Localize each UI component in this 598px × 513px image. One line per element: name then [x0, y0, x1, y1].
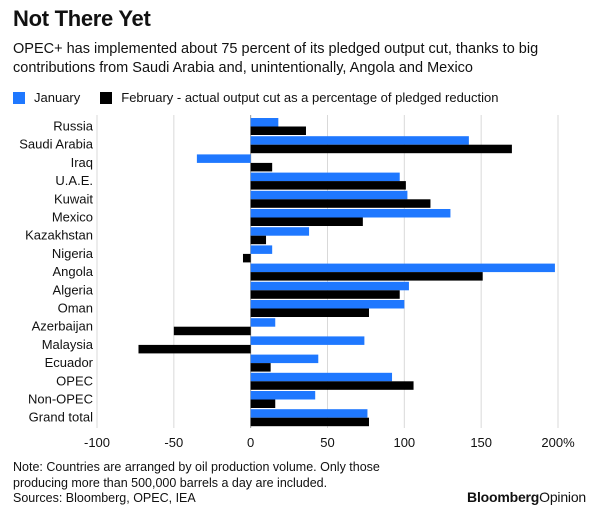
bar-mexico-january — [250, 209, 451, 218]
category-label-nigeria: Nigeria — [52, 246, 94, 261]
bar-kuwait-february — [250, 199, 431, 208]
category-label-non-opec: Non-OPEC — [28, 392, 93, 407]
category-label-iraq: Iraq — [71, 155, 93, 170]
x-tick-label: 0 — [247, 435, 254, 450]
bar-u-a-e-february — [250, 181, 406, 190]
bar-angola-january — [250, 263, 555, 273]
bar-kuwait-january — [250, 190, 408, 200]
note-line-1: Note: Countries are arranged by oil prod… — [13, 460, 380, 474]
bar-kazakhstan-february — [250, 235, 267, 245]
category-label-kuwait: Kuwait — [54, 191, 93, 206]
x-tick-label: -100 — [84, 435, 110, 450]
bar-non-opec-january — [250, 391, 316, 400]
legend-swatch-january — [13, 91, 25, 104]
bar-angola-february — [250, 272, 483, 281]
bar-russia-january — [250, 118, 279, 127]
bar-saudi-arabia-january — [250, 136, 469, 145]
chart-subtitle: OPEC+ has implemented about 75 percent o… — [13, 41, 539, 76]
bar-saudi-arabia-february — [250, 144, 512, 154]
bar-non-opec-february — [250, 399, 276, 408]
category-label-ecuador: Ecuador — [45, 355, 94, 370]
brand-logo: BloombergOpinion — [467, 489, 586, 505]
bar-russia-february — [250, 126, 306, 135]
sources-line: Sources: Bloomberg, OPEC, IEA — [13, 491, 196, 505]
category-label-azerbaijan: Azerbaijan — [32, 319, 93, 334]
category-label-saudi-arabia: Saudi Arabia — [19, 137, 93, 152]
bar-oman-february — [250, 308, 369, 317]
category-label-oman: Oman — [58, 301, 93, 316]
category-label-mexico: Mexico — [52, 210, 93, 225]
bar-kazakhstan-january — [250, 227, 310, 236]
bar-ecuador-january — [250, 354, 319, 364]
chart-title: Not There Yet — [13, 6, 151, 31]
bar-nigeria-february — [242, 253, 251, 263]
bar-chart: -100 -50 0 50 100 150 200% Russia Saudi Arabia Ir… — [19, 115, 575, 450]
category-label-algeria: Algeria — [53, 282, 94, 297]
bar-iraq-february — [250, 162, 273, 172]
bar-ecuador-february — [250, 363, 271, 372]
bar-azerbaijan-january — [250, 318, 276, 327]
bar-nigeria-january — [250, 245, 273, 254]
bar-opec-january — [250, 372, 393, 382]
legend-item-january: January — [13, 90, 80, 105]
legend: January February - actual output cut as … — [13, 90, 519, 105]
bar-opec-february — [250, 381, 414, 390]
bar-malaysia-february — [138, 344, 251, 354]
bar-grand-total-january — [250, 409, 368, 418]
x-tick-label: 100 — [393, 435, 415, 450]
bar-algeria-february — [250, 290, 400, 299]
category-label-angola: Angola — [53, 264, 94, 279]
category-label-russia: Russia — [53, 119, 94, 134]
category-label-malaysia: Malaysia — [42, 337, 94, 352]
legend-swatch-february — [100, 91, 113, 104]
category-label-kazakhstan: Kazakhstan — [25, 228, 93, 243]
brand-main: Bloomberg — [467, 489, 540, 505]
bar-mexico-february — [250, 217, 363, 226]
bar-algeria-january — [250, 281, 409, 291]
brand-suffix: Opinion — [539, 489, 586, 505]
bar-u-a-e-january — [250, 172, 400, 182]
category-label-opec: OPEC — [56, 373, 93, 388]
bar-iraq-january — [196, 154, 251, 163]
x-tick-label: 200% — [541, 435, 575, 450]
x-tick-label: 50 — [320, 435, 334, 450]
bar-grand-total-february — [250, 417, 369, 427]
category-label-u-a-e: U.A.E. — [55, 173, 93, 188]
legend-label-january: January — [34, 90, 81, 105]
note-line-2: producing more than 500,000 barrels a da… — [13, 475, 328, 490]
bar-malaysia-january — [250, 336, 365, 345]
category-label-grand-total: Grand total — [29, 410, 93, 425]
bar-azerbaijan-february — [173, 326, 251, 336]
x-tick-label: -50 — [164, 435, 183, 450]
bar-oman-january — [250, 300, 405, 309]
legend-label-february: February - actual output cut as a percen… — [121, 90, 499, 105]
legend-item-february: February - actual output cut as a percen… — [100, 90, 499, 105]
footnote: Note: Countries are arranged by oil prod… — [13, 460, 433, 507]
x-tick-label: 150 — [470, 435, 492, 450]
